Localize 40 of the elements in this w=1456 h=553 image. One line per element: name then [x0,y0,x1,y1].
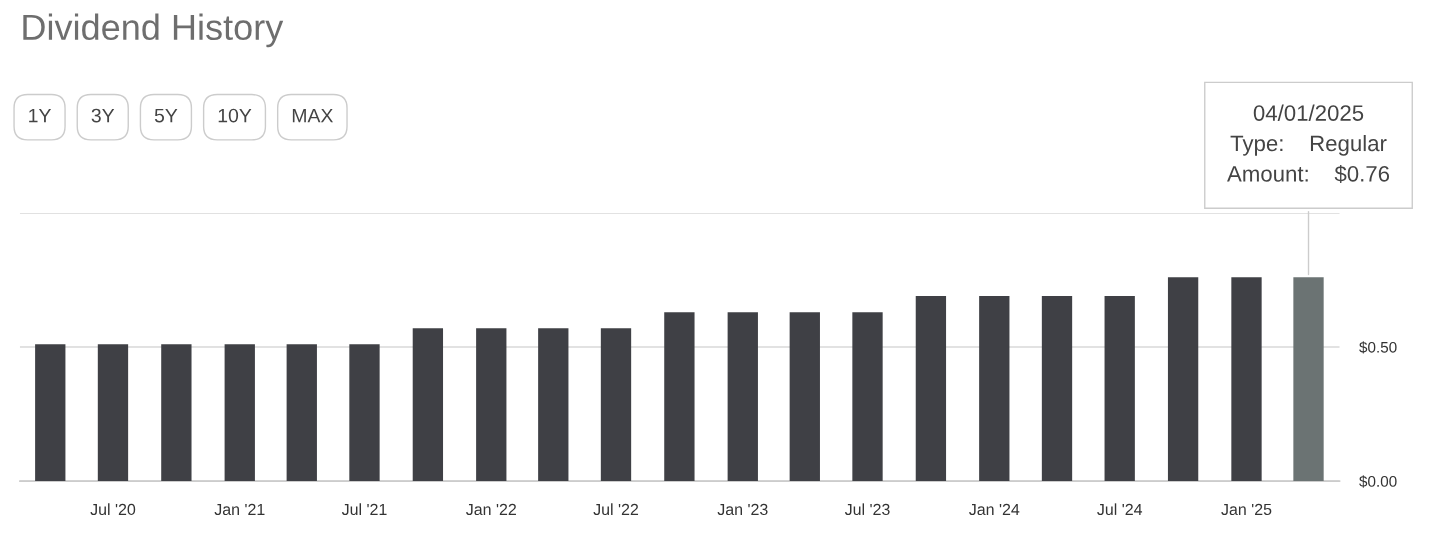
bar [286,344,317,482]
bar [35,344,66,482]
bar [1041,296,1073,482]
bar [664,312,695,482]
bar [789,312,820,482]
bar [412,328,444,482]
x-tick-label: Jan '21 [214,503,265,516]
x-tick-label: Jul '23 [844,503,890,516]
bar [161,344,192,482]
text: 10Y [218,108,252,123]
chart-title: Dividend History [23,13,284,48]
bar [600,328,632,482]
bar [1231,277,1262,482]
y-tick-label: $0.50 [1359,341,1397,354]
bar [97,344,129,482]
x-tick-label: Jul '21 [341,503,387,516]
x-tick-label: Jul '22 [593,503,639,516]
x-tick-label: Jan '23 [717,503,768,516]
x-tick-label: Jan '22 [466,503,516,516]
text: 5Y [154,108,178,123]
bar [224,344,255,482]
text: 1Y [29,108,52,123]
bar [1104,296,1135,482]
bar [1167,277,1199,482]
bar [1293,277,1324,482]
bar [476,328,507,482]
bar [349,344,380,482]
bar [852,312,883,482]
bar [979,296,1010,482]
text: MAX [292,108,334,123]
bar [915,296,947,482]
bar [538,328,569,482]
bar [727,312,758,482]
text: 3Y [91,108,115,123]
annotation: 04/01/2025 Type: Regular Amount: $0.76 [1227,104,1390,183]
y-tick-label: $0.00 [1359,475,1397,488]
x-tick-label: Jul '24 [1097,503,1143,516]
x-tick-label: Jan '24 [969,503,1020,516]
x-tick-label: Jul '20 [90,503,136,516]
x-tick-label: Jan '25 [1221,503,1272,516]
